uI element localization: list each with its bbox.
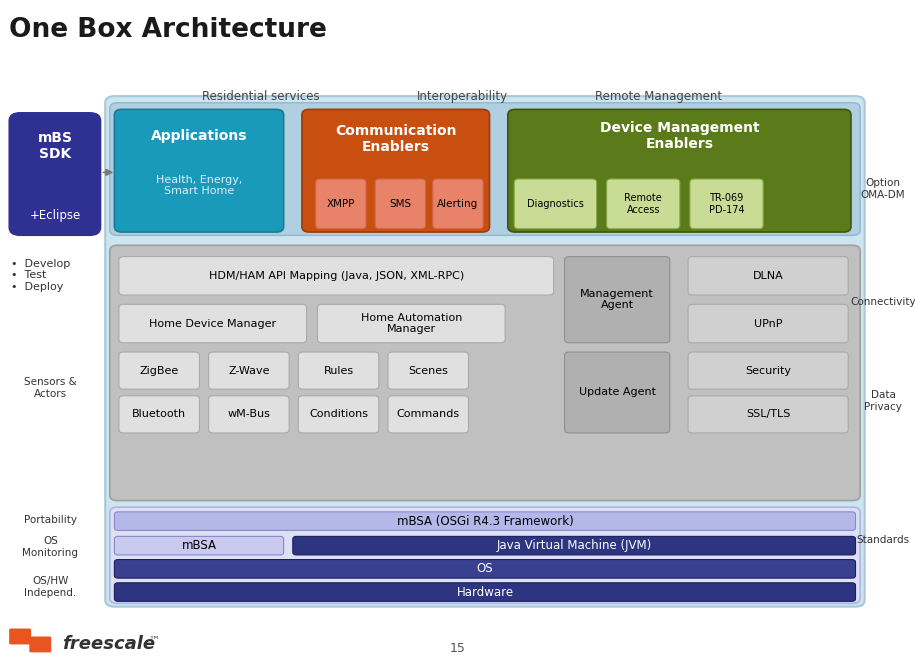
Text: Applications: Applications <box>151 129 247 143</box>
Text: HDM/HAM API Mapping (Java, JSON, XML-RPC): HDM/HAM API Mapping (Java, JSON, XML-RPC… <box>209 271 464 281</box>
FancyBboxPatch shape <box>114 536 284 555</box>
Text: Alerting: Alerting <box>437 199 479 209</box>
Text: Interoperability: Interoperability <box>416 90 508 103</box>
Text: Data
Privacy: Data Privacy <box>864 391 902 412</box>
Text: Device Management
Enablers: Device Management Enablers <box>599 121 759 151</box>
Text: Java Virtual Machine (JVM): Java Virtual Machine (JVM) <box>497 539 651 552</box>
FancyBboxPatch shape <box>318 304 505 343</box>
Text: Commands: Commands <box>397 409 459 420</box>
FancyBboxPatch shape <box>293 536 856 555</box>
Text: Conditions: Conditions <box>309 409 368 420</box>
FancyBboxPatch shape <box>388 396 468 433</box>
FancyBboxPatch shape <box>110 103 860 235</box>
Text: OS
Monitoring: OS Monitoring <box>22 536 79 558</box>
FancyBboxPatch shape <box>565 352 670 433</box>
Text: Communication
Enablers: Communication Enablers <box>335 124 457 154</box>
Text: Sensors &
Actors: Sensors & Actors <box>24 377 77 398</box>
FancyBboxPatch shape <box>119 396 199 433</box>
Text: Health, Energy,
Smart Home: Health, Energy, Smart Home <box>156 175 242 196</box>
Text: ™: ™ <box>148 635 159 646</box>
Text: Remote
Access: Remote Access <box>624 193 662 215</box>
FancyBboxPatch shape <box>209 352 289 389</box>
FancyBboxPatch shape <box>105 96 865 607</box>
Text: Option
OMA-DM: Option OMA-DM <box>861 178 905 200</box>
FancyBboxPatch shape <box>298 396 379 433</box>
FancyBboxPatch shape <box>110 245 860 501</box>
Text: Remote Management: Remote Management <box>596 90 722 103</box>
FancyBboxPatch shape <box>302 109 490 232</box>
Text: mBSA: mBSA <box>181 539 217 552</box>
FancyBboxPatch shape <box>375 179 425 229</box>
Text: DLNA: DLNA <box>753 271 783 281</box>
Text: Security: Security <box>745 365 791 376</box>
FancyBboxPatch shape <box>690 179 763 229</box>
Text: mBS
SDK: mBS SDK <box>38 131 72 161</box>
FancyBboxPatch shape <box>688 352 848 389</box>
Text: TR-069
PD-174: TR-069 PD-174 <box>709 193 744 215</box>
Text: UPnP: UPnP <box>754 318 782 329</box>
Text: Portability: Portability <box>24 515 77 526</box>
FancyBboxPatch shape <box>433 179 483 229</box>
Text: Diagnostics: Diagnostics <box>527 199 584 209</box>
FancyBboxPatch shape <box>110 507 860 603</box>
Text: •  Develop
•  Test
•  Deploy: • Develop • Test • Deploy <box>11 259 70 292</box>
Text: Update Agent: Update Agent <box>578 387 656 398</box>
FancyBboxPatch shape <box>29 636 51 652</box>
FancyBboxPatch shape <box>209 396 289 433</box>
Text: SMS: SMS <box>389 199 412 209</box>
Text: XMPP: XMPP <box>327 199 355 209</box>
FancyBboxPatch shape <box>114 560 856 578</box>
FancyBboxPatch shape <box>565 257 670 343</box>
Text: ZigBee: ZigBee <box>140 365 178 376</box>
FancyBboxPatch shape <box>119 257 554 295</box>
Text: +Eclipse: +Eclipse <box>29 209 81 222</box>
Text: Connectivity: Connectivity <box>850 296 915 307</box>
FancyBboxPatch shape <box>508 109 851 232</box>
FancyBboxPatch shape <box>388 352 468 389</box>
FancyBboxPatch shape <box>114 512 856 530</box>
FancyBboxPatch shape <box>607 179 680 229</box>
FancyBboxPatch shape <box>9 113 101 235</box>
Text: OS/HW
Independ.: OS/HW Independ. <box>24 576 77 597</box>
FancyBboxPatch shape <box>688 396 848 433</box>
Text: OS: OS <box>477 562 493 575</box>
FancyBboxPatch shape <box>114 109 284 232</box>
FancyBboxPatch shape <box>298 352 379 389</box>
FancyBboxPatch shape <box>119 352 199 389</box>
Text: mBSA (OSGi R4.3 Framework): mBSA (OSGi R4.3 Framework) <box>396 514 574 528</box>
Text: Home Device Manager: Home Device Manager <box>149 318 276 329</box>
Text: Home Automation
Manager: Home Automation Manager <box>361 313 462 334</box>
FancyBboxPatch shape <box>316 179 366 229</box>
FancyBboxPatch shape <box>514 179 597 229</box>
Text: freescale: freescale <box>62 635 156 654</box>
Text: SSL/TLS: SSL/TLS <box>746 409 791 420</box>
Text: Residential services: Residential services <box>202 90 319 103</box>
Text: Standards: Standards <box>856 535 910 546</box>
Text: Z-Wave: Z-Wave <box>228 365 270 376</box>
FancyBboxPatch shape <box>9 629 31 644</box>
FancyBboxPatch shape <box>114 583 856 601</box>
FancyBboxPatch shape <box>688 304 848 343</box>
Text: wM-Bus: wM-Bus <box>228 409 270 420</box>
Text: Bluetooth: Bluetooth <box>132 409 187 420</box>
Text: Hardware: Hardware <box>457 585 513 599</box>
Text: One Box Architecture: One Box Architecture <box>9 17 327 42</box>
Text: Scenes: Scenes <box>408 365 448 376</box>
Text: 15: 15 <box>449 642 466 655</box>
Text: Rules: Rules <box>324 365 353 376</box>
Text: Management
Agent: Management Agent <box>580 289 654 310</box>
FancyBboxPatch shape <box>119 304 307 343</box>
FancyBboxPatch shape <box>688 257 848 295</box>
